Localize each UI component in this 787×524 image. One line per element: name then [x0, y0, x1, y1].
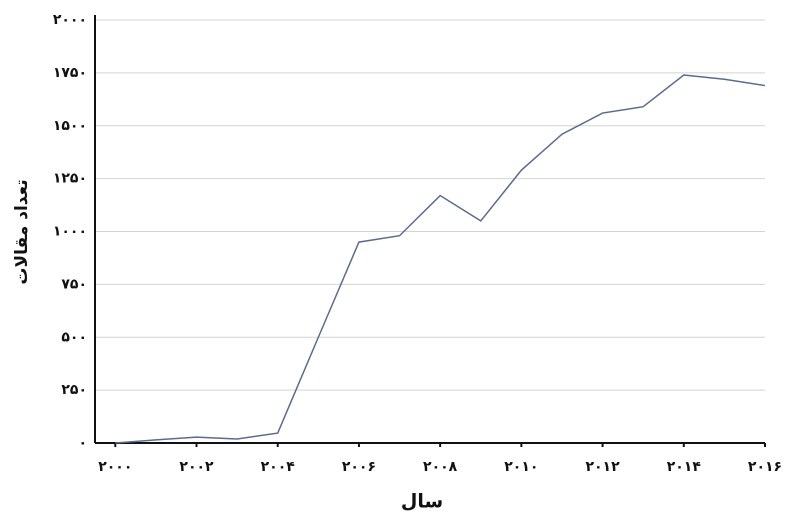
x-tick-label: ۲۰۰۴	[261, 459, 296, 475]
x-tick-label: ۲۰۰۶	[342, 459, 376, 475]
y-tick-label: ۱۰۰۰	[53, 224, 87, 240]
y-tick-label: ۰	[78, 435, 87, 451]
y-axis-label: تعداد مقالات	[12, 179, 32, 284]
x-tick-label: ۲۰۰۲	[179, 459, 214, 475]
chart: تعداد مقالات سال ۰ ۲۵۰ ۵۰۰ ۷۵۰ ۱۰۰۰ ۱۲۵۰ ۱۵۰۰ ۱…	[0, 0, 787, 524]
x-tick-label: ۲۰۰۰	[98, 459, 132, 475]
y-tick-label: ۱۲۵۰	[53, 171, 87, 187]
x-axis-label: سال	[401, 491, 443, 513]
x-tick-label: ۲۰۱۰	[504, 459, 538, 475]
y-tick-label: ۲۵۰	[61, 382, 87, 398]
y-tick-label: ۵۰۰	[61, 329, 87, 345]
y-tick-label: ۲۰۰۰	[53, 12, 87, 28]
data-line	[115, 75, 765, 443]
y-tick-label: ۱۷۵۰	[53, 65, 87, 81]
y-tick-label: ۱۵۰۰	[53, 118, 87, 134]
x-tick-label: ۲۰۱۶	[748, 459, 782, 475]
x-tick-label: ۲۰۱۲	[585, 459, 620, 475]
y-tick-label: ۷۵۰	[61, 276, 87, 292]
x-tick-label: ۲۰۱۴	[667, 459, 702, 475]
x-tick-label: ۲۰۰۸	[423, 459, 458, 475]
